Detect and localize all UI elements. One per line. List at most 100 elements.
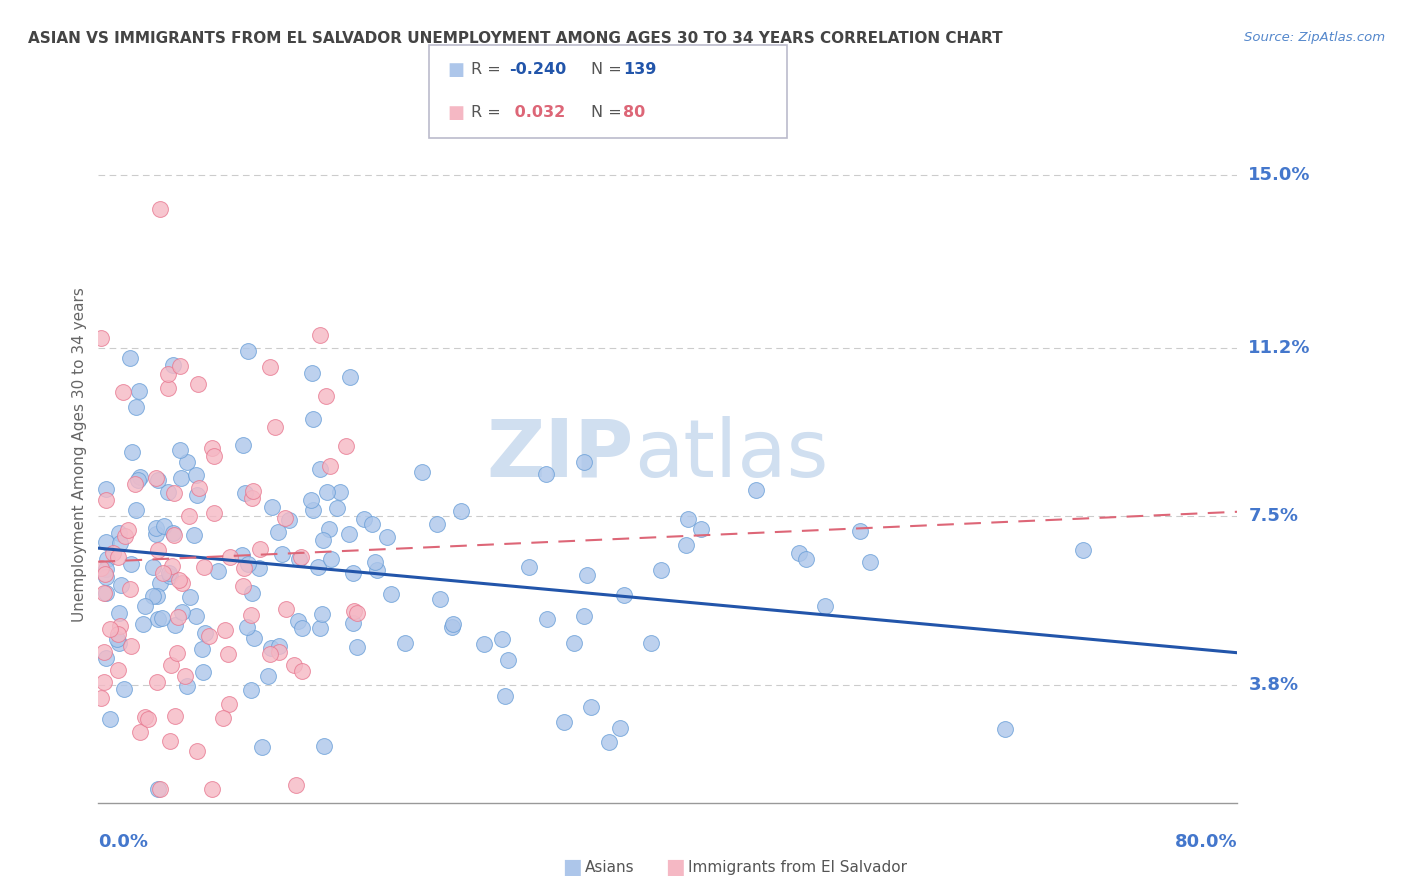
Point [159, 658, 181, 673]
Point [236, 557, 259, 571]
Point [163, 618, 186, 632]
Point [170, 471, 193, 485]
Point [94, 493, 117, 508]
Point [1071, 542, 1094, 557]
Point [159, 734, 181, 748]
Text: N =: N = [591, 105, 627, 120]
Point [312, 739, 335, 754]
Point [291, 664, 314, 678]
Point [517, 559, 540, 574]
Text: ZIP: ZIP [486, 416, 634, 494]
Point [148, 543, 170, 558]
Point [301, 412, 323, 426]
Point [94, 561, 117, 575]
Point [152, 566, 174, 581]
Point [380, 587, 402, 601]
Point [93, 586, 115, 600]
Point [112, 385, 135, 400]
Point [191, 665, 214, 680]
Point [329, 484, 352, 499]
Point [120, 640, 142, 654]
Point [291, 622, 314, 636]
Point [267, 640, 290, 654]
Point [174, 668, 197, 682]
Point [301, 366, 323, 380]
Text: 0.032: 0.032 [509, 105, 565, 120]
Point [287, 614, 309, 628]
Point [346, 607, 368, 621]
Point [167, 609, 190, 624]
Point [335, 439, 357, 453]
Point [186, 744, 208, 758]
Point [239, 608, 262, 623]
Point [308, 621, 330, 635]
Point [169, 359, 191, 374]
Point [284, 778, 307, 792]
Text: atlas: atlas [634, 416, 828, 494]
Point [129, 470, 152, 484]
Point [325, 501, 347, 516]
Point [165, 708, 187, 723]
Point [157, 566, 180, 580]
Point [576, 568, 599, 582]
Point [157, 367, 180, 381]
Point [90, 690, 112, 705]
Point [124, 477, 146, 491]
Text: ■: ■ [665, 857, 685, 877]
Text: 80.0%: 80.0% [1174, 833, 1237, 851]
Point [307, 560, 329, 574]
Point [211, 711, 233, 725]
Point [202, 450, 225, 464]
Point [183, 527, 205, 541]
Point [156, 381, 179, 395]
Point [131, 617, 153, 632]
Point [240, 683, 263, 698]
Point [233, 485, 256, 500]
Point [94, 570, 117, 584]
Point [153, 519, 176, 533]
Point [129, 725, 152, 739]
Point [107, 627, 129, 641]
Point [744, 483, 766, 497]
Point [450, 504, 472, 518]
Point [90, 331, 112, 345]
Point [536, 611, 558, 625]
Point [249, 561, 271, 575]
Point [598, 734, 620, 748]
Point [794, 552, 817, 566]
Point [494, 689, 516, 703]
Point [274, 511, 297, 525]
Point [194, 626, 217, 640]
Point [186, 609, 208, 624]
Point [107, 663, 129, 677]
Point [572, 455, 595, 469]
Point [94, 535, 117, 549]
Point [117, 523, 139, 537]
Point [240, 585, 263, 599]
Point [814, 599, 837, 613]
Point [118, 582, 141, 596]
Point [243, 631, 266, 645]
Point [110, 578, 132, 592]
Text: 0.0%: 0.0% [98, 833, 149, 851]
Point [191, 642, 214, 657]
Point [311, 533, 333, 548]
Point [562, 636, 585, 650]
Point [689, 523, 711, 537]
Point [429, 591, 451, 606]
Point [162, 528, 184, 542]
Point [232, 438, 254, 452]
Point [125, 401, 148, 415]
Text: Source: ZipAtlas.com: Source: ZipAtlas.com [1244, 31, 1385, 45]
Point [187, 377, 209, 392]
Point [271, 547, 294, 561]
Point [138, 712, 160, 726]
Point [145, 521, 167, 535]
Point [94, 651, 117, 665]
Point [146, 473, 169, 487]
Text: ASIAN VS IMMIGRANTS FROM EL SALVADOR UNEMPLOYMENT AMONG AGES 30 TO 34 YEARS CORR: ASIAN VS IMMIGRANTS FROM EL SALVADOR UNE… [28, 31, 1002, 46]
Point [108, 636, 131, 650]
Point [319, 458, 342, 473]
Point [496, 653, 519, 667]
Point [441, 620, 464, 634]
